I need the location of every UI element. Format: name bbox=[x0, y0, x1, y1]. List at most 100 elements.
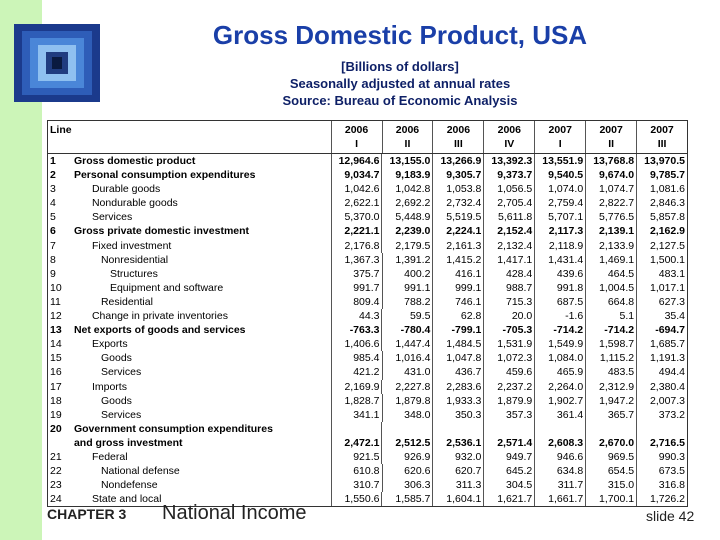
value-cell: 1,947.2 bbox=[585, 393, 636, 408]
row-label-line: Government consumption expenditures bbox=[73, 422, 273, 435]
value-cell: 991.1 bbox=[381, 280, 433, 295]
value-cell: 2,179.5 bbox=[381, 238, 432, 253]
value-cell: 9,373.7 bbox=[483, 168, 534, 183]
subtitle-line: [Billions of dollars] bbox=[341, 59, 459, 74]
row-label: National defense bbox=[100, 465, 180, 478]
value-cell: 2,622.1 bbox=[330, 196, 382, 211]
line-number: 6 bbox=[50, 225, 56, 238]
value-cell: 9,674.0 bbox=[585, 168, 636, 183]
value-cell: 2,169.9 bbox=[330, 379, 382, 394]
line-number: 10 bbox=[50, 281, 62, 294]
row-label: State and local bbox=[91, 493, 162, 506]
value-cell: 1,469.1 bbox=[585, 252, 636, 267]
value-cell: 1,828.7 bbox=[330, 393, 382, 408]
value-cell: 1,417.1 bbox=[483, 252, 534, 267]
row-label: Nonresidential bbox=[100, 253, 169, 266]
table-row: 16 Services 421.2 431.0 436.7 459.6 465.9 483.5… bbox=[48, 365, 687, 380]
value-cell: 1,685.7 bbox=[636, 337, 687, 352]
row-label: Exports bbox=[91, 338, 128, 351]
value-cell: 610.8 bbox=[330, 464, 382, 479]
line-number: 22 bbox=[50, 465, 62, 478]
value-cell: 13,768.8 bbox=[585, 154, 636, 169]
value-cell: 341.1 bbox=[330, 407, 382, 422]
value-cell: 2,571.4 bbox=[483, 421, 534, 450]
value-cell: 2,512.5 bbox=[381, 421, 432, 450]
row-label: Goods bbox=[100, 352, 132, 365]
value-cell: 1,074.7 bbox=[585, 182, 636, 197]
value-cell: 1,661.7 bbox=[534, 492, 585, 507]
value-cell: 483.5 bbox=[585, 365, 636, 380]
table-row: 8 Nonresidential 1,367.3 1,391.2 1,415.2 1,41… bbox=[48, 252, 687, 267]
row-label: Fixed investment bbox=[91, 239, 172, 252]
row-label: Goods bbox=[100, 394, 132, 407]
row-label: Services bbox=[91, 211, 133, 224]
value-cell: 627.3 bbox=[636, 294, 687, 310]
value-cell: 1,004.5 bbox=[585, 280, 636, 295]
value-cell: 400.2 bbox=[381, 266, 433, 281]
value-cell: 13,266.9 bbox=[432, 154, 483, 169]
column-header: 2006 I bbox=[330, 121, 382, 153]
value-cell: 2,133.9 bbox=[585, 238, 636, 253]
label-header bbox=[71, 121, 331, 153]
row-label: Federal bbox=[91, 450, 128, 463]
table-row: 21 Federal 921.5 926.9 932.0 949.7 946.6 969.5 9… bbox=[48, 449, 687, 465]
value-cell: 5,611.8 bbox=[483, 210, 534, 225]
column-header: 2007 III bbox=[636, 121, 687, 153]
value-cell: 9,305.7 bbox=[432, 168, 483, 183]
chapter-topic: National Income bbox=[162, 502, 307, 524]
value-cell: 357.3 bbox=[483, 407, 534, 422]
value-cell: 310.7 bbox=[330, 478, 382, 493]
value-cell: 5,448.9 bbox=[381, 210, 432, 225]
table-row: 15 Goods 985.4 1,016.4 1,047.8 1,072.3 1,084.0… bbox=[48, 351, 687, 366]
column-year: 2006 bbox=[497, 124, 521, 136]
line-number: 18 bbox=[50, 394, 62, 407]
value-cell: 1,406.6 bbox=[330, 337, 382, 352]
value-cell: 5.1 bbox=[585, 309, 636, 324]
subtitle: [Billions of dollars] Seasonally adjuste… bbox=[200, 58, 600, 109]
column-year: 2007 bbox=[548, 124, 572, 136]
value-cell: 1,017.1 bbox=[636, 280, 687, 295]
value-cell: 2,224.1 bbox=[432, 224, 483, 239]
value-cell: 2,732.4 bbox=[432, 196, 483, 211]
row-label: Imports bbox=[91, 380, 127, 393]
value-cell: 949.7 bbox=[483, 449, 534, 465]
table-row: 7 Fixed investment 2,176.8 2,179.5 2,161.3 2,… bbox=[48, 238, 687, 253]
column-header: 2006 II bbox=[381, 121, 433, 153]
value-cell: 1,621.7 bbox=[483, 492, 534, 507]
value-cell: 350.3 bbox=[432, 407, 483, 422]
value-cell: 620.6 bbox=[381, 464, 433, 479]
row-label: Change in private inventories bbox=[91, 310, 228, 323]
value-cell: 35.4 bbox=[636, 309, 687, 324]
row-label: Nondefense bbox=[100, 479, 158, 492]
gdp-table: Line 2006 I 2006 II 2006 III 2006 IV 2007 I 2007 II 2… bbox=[47, 120, 688, 508]
value-cell: 926.9 bbox=[381, 449, 432, 465]
slide-title: Gross Domestic Product, USA bbox=[212, 20, 588, 50]
row-label: Structures bbox=[109, 267, 158, 280]
row-label: Gross domestic product bbox=[73, 155, 196, 167]
table-row: 19 Services 341.1 348.0 350.3 357.3 361.4 365.7… bbox=[48, 407, 687, 422]
chapter-label: CHAPTER 3 bbox=[47, 506, 127, 522]
table-row: 13 Net exports of goods and services -763.… bbox=[48, 323, 687, 338]
value-cell: 13,970.5 bbox=[636, 154, 687, 169]
column-quarter: IV bbox=[504, 138, 515, 150]
table-row: 5 Services 5,370.0 5,448.9 5,519.5 5,611.8 5,7… bbox=[48, 210, 687, 225]
row-label: Government consumption expenditures and g… bbox=[71, 422, 331, 450]
line-number: 21 bbox=[50, 450, 62, 463]
line-number: 8 bbox=[50, 253, 56, 266]
value-cell: 2,312.9 bbox=[585, 379, 636, 394]
value-cell: 459.6 bbox=[483, 365, 534, 380]
value-cell: 1,191.3 bbox=[636, 351, 687, 366]
value-cell: 365.7 bbox=[585, 407, 636, 422]
value-cell: 2,221.1 bbox=[330, 224, 382, 239]
value-cell: 373.2 bbox=[636, 407, 687, 422]
line-number: 12 bbox=[50, 310, 62, 323]
value-cell: 375.7 bbox=[330, 266, 382, 281]
value-cell: 634.8 bbox=[534, 464, 585, 479]
table-row: 1 Gross domestic product 12,964.6 13,155.0 1… bbox=[48, 154, 687, 169]
value-cell: 715.3 bbox=[483, 294, 534, 310]
line-number: 3 bbox=[50, 183, 56, 196]
value-cell: 988.7 bbox=[483, 280, 534, 295]
value-cell: 5,857.8 bbox=[636, 210, 687, 225]
value-cell: 2,127.5 bbox=[636, 238, 687, 253]
